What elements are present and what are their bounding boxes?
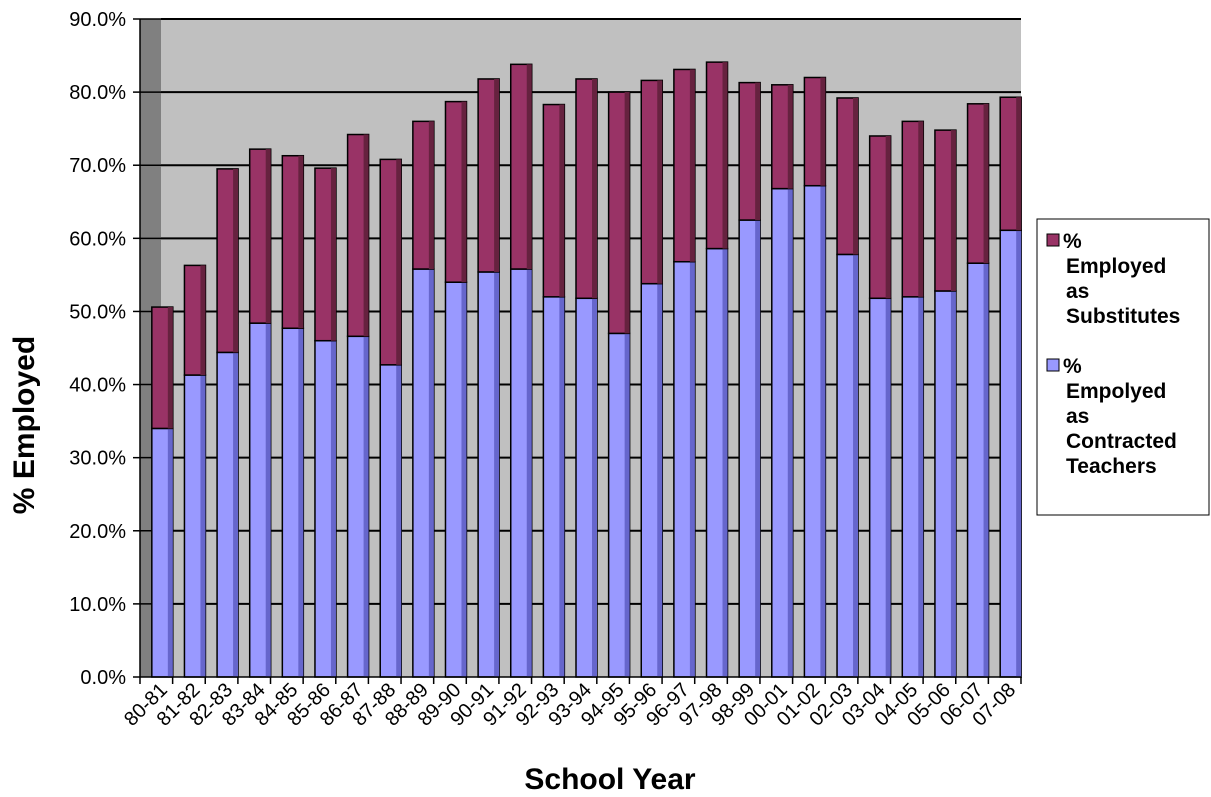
bar-substitutes-shade [722, 62, 728, 249]
y-tick-label: 10.0% [69, 594, 126, 616]
bar-substitutes-shade [298, 155, 304, 329]
bar-contracted-shade [592, 298, 597, 677]
bar-substitutes-shade [461, 101, 467, 283]
legend-label: Empolyed [1066, 380, 1166, 403]
legend-label: % [1063, 230, 1082, 253]
bar-substitutes-shade [592, 78, 597, 299]
bar-contracted-shade [494, 271, 500, 677]
bar-contracted-shade [853, 254, 859, 677]
bar-substitutes-shade [233, 168, 239, 353]
bar-substitutes-shade [526, 64, 532, 270]
bar-contracted-shade [755, 220, 761, 678]
bar-substitutes-shade [657, 80, 663, 284]
legend-label: Substitutes [1066, 305, 1180, 328]
bar-contracted-shade [200, 375, 206, 677]
y-tick-label: 60.0% [69, 228, 126, 250]
bar-contracted-shade [363, 336, 369, 677]
bar-contracted-shade [526, 269, 532, 677]
bar-substitutes-shade [853, 97, 859, 255]
y-axis-title: % Employed [8, 336, 41, 514]
bar-contracted-shade [950, 290, 956, 677]
bar-contracted-shade [624, 333, 630, 677]
bar-contracted-shade [885, 298, 891, 677]
bar-substitutes-shade [396, 159, 402, 365]
legend-swatch [1046, 358, 1060, 372]
bar-substitutes-shade [885, 135, 891, 299]
y-tick-label: 50.0% [69, 301, 126, 323]
x-axis-title: School Year [524, 763, 696, 796]
bar-contracted-shade [657, 283, 663, 677]
bar-substitutes-shade [1016, 97, 1022, 231]
legend-label: Teachers [1066, 455, 1157, 478]
bar-substitutes-shade [167, 307, 173, 429]
bar-substitutes-shade [559, 104, 565, 297]
bar-contracted-shade [787, 188, 793, 677]
bar-substitutes-shade [820, 77, 826, 186]
y-tick-label: 40.0% [69, 375, 126, 397]
bar-substitutes-shade [330, 168, 336, 341]
bar-substitutes-shade [624, 92, 630, 334]
y-tick-label: 30.0% [69, 448, 126, 470]
bar-substitutes-shade [787, 84, 793, 189]
bar-substitutes-shade [200, 265, 206, 376]
y-tick-label: 90.0% [69, 9, 126, 31]
legend-box [1036, 218, 1210, 516]
bar-substitutes-shade [689, 69, 695, 262]
bar-substitutes-shade [363, 134, 369, 337]
bar-contracted-shade [918, 296, 924, 677]
bar-contracted-shade [983, 263, 989, 677]
legend-label: as [1066, 405, 1089, 428]
bar-substitutes-shade [755, 82, 761, 221]
bar-contracted-shade [820, 185, 826, 677]
legend-swatch [1046, 233, 1060, 247]
legend-label: Employed [1066, 255, 1166, 278]
bar-contracted-shade [559, 296, 565, 677]
bar-substitutes-shade [918, 121, 924, 297]
bar-contracted-shade [461, 282, 467, 677]
legend-label: % [1063, 355, 1082, 378]
bar-contracted-shade [396, 364, 402, 677]
legend-label: as [1066, 280, 1089, 303]
y-tick-label: 80.0% [69, 82, 126, 104]
legend-label: Contracted [1066, 430, 1177, 453]
bar-substitutes-shade [950, 130, 956, 291]
bar-substitutes-shade [983, 103, 989, 264]
y-tick-label: 0.0% [80, 667, 126, 689]
bar-substitutes-shade [494, 78, 500, 272]
bar-contracted-shade [298, 328, 304, 677]
bar-contracted-shade [1016, 230, 1022, 677]
bar-contracted-shade [265, 323, 271, 677]
bar-contracted-shade [167, 428, 173, 677]
y-tick-label: 20.0% [69, 521, 126, 543]
bar-contracted-shade [330, 340, 336, 677]
y-tick-label: 70.0% [69, 155, 126, 177]
bar-contracted-shade [689, 261, 695, 677]
bar-contracted-shade [722, 248, 728, 677]
bar-contracted-shade [233, 352, 239, 677]
bar-substitutes-shade [428, 121, 434, 270]
bar-substitutes-shade [265, 149, 271, 324]
bar-contracted-shade [428, 269, 434, 677]
